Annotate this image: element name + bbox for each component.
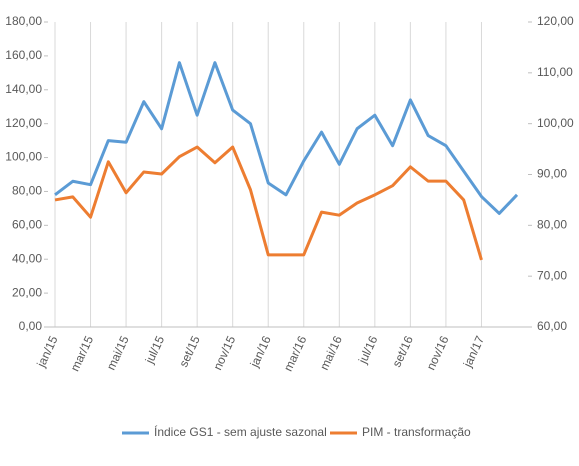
y-tick-label: 0,00 (19, 319, 43, 333)
y-tick-label: 60,00 (12, 218, 42, 232)
x-tick-label: mar/16 (281, 333, 310, 373)
y-tick-label: 20,00 (12, 285, 42, 299)
x-tick-label: jan/15 (34, 333, 61, 370)
x-tick-label: set/16 (389, 333, 416, 369)
y2-tick-label: 90,00 (537, 167, 567, 181)
y2-tick-label: 70,00 (537, 268, 567, 282)
x-tick-label: mar/15 (68, 333, 97, 373)
y2-tick-label: 100,00 (537, 116, 574, 130)
y-tick-label: 80,00 (12, 184, 42, 198)
y2-tick-label: 80,00 (537, 218, 567, 232)
x-tick-label: jan/17 (460, 333, 487, 370)
x-tick-label: jul/15 (142, 333, 167, 366)
y-tick-label: 180,00 (5, 14, 42, 28)
y-tick-label: 160,00 (5, 48, 42, 62)
y2-tick-label: 120,00 (537, 14, 574, 28)
x-tick-label: mai/16 (317, 333, 345, 372)
y2-tick-label: 110,00 (537, 65, 573, 79)
legend-label: Índice GS1 - sem ajuste sazonal (154, 424, 327, 439)
x-tick-label: nov/15 (210, 333, 238, 372)
x-tick-label: jan/16 (247, 333, 274, 370)
legend-label: PIM - transformação (362, 425, 471, 439)
y2-tick-label: 60,00 (537, 319, 567, 333)
y-tick-label: 120,00 (5, 116, 42, 130)
series-line (54, 61, 519, 215)
y-tick-label: 100,00 (5, 150, 42, 164)
x-tick-label: nov/16 (424, 333, 452, 372)
y-tick-label: 140,00 (5, 82, 42, 96)
x-tick-label: set/15 (176, 333, 203, 369)
series-line (54, 145, 483, 261)
y-tick-label: 40,00 (12, 251, 42, 265)
x-tick-label: mai/15 (104, 333, 132, 372)
x-tick-label: jul/16 (355, 333, 380, 366)
